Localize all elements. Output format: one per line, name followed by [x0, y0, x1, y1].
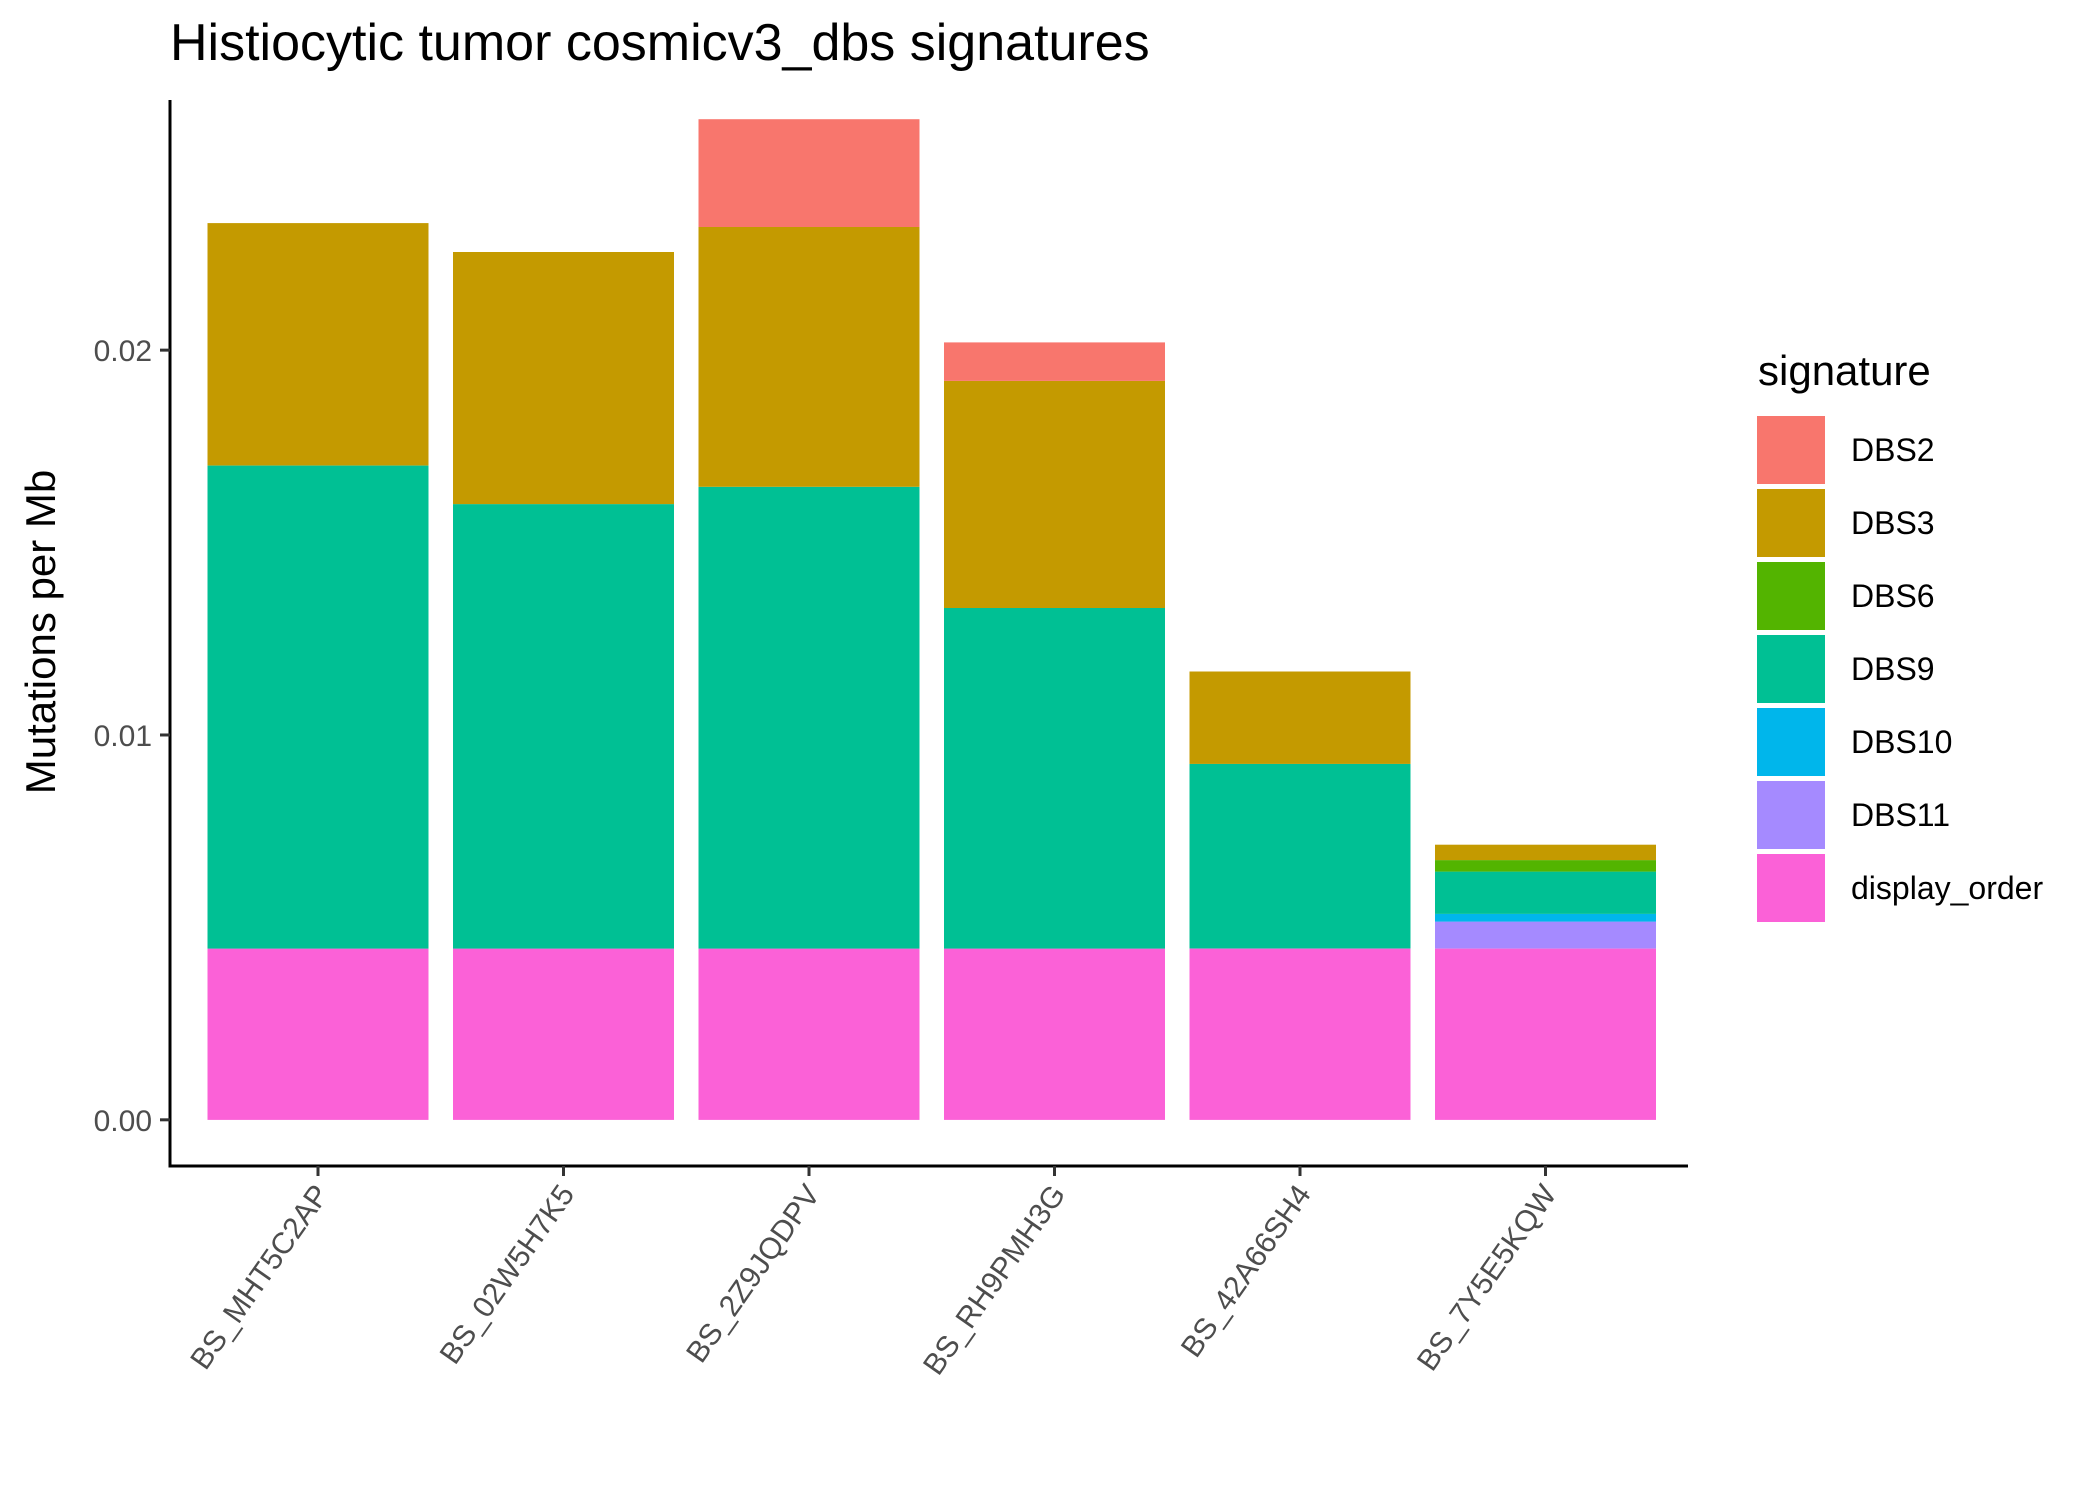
bar-segment-dbs10 [1435, 913, 1656, 922]
bar-stack-bs_42a66sh4 [1189, 671, 1411, 1120]
legend-label: display_order [1851, 870, 2043, 906]
bar-segment-display-order [1189, 948, 1411, 1120]
bar-segment-dbs9 [207, 465, 429, 949]
bar-segment-dbs3 [1435, 844, 1656, 861]
legend-title: signature [1758, 347, 1931, 394]
bar-segment-dbs3 [698, 227, 920, 487]
bar-segment-dbs9 [698, 486, 920, 949]
x-tick-label: BS_42A66SH4 [1175, 1179, 1318, 1363]
bar-segment-dbs3 [207, 223, 429, 466]
bar-segment-dbs3 [944, 380, 1165, 608]
y-ticks: 0.00 0.01 0.02 [94, 335, 170, 1138]
bar-segment-dbs9 [944, 608, 1165, 949]
bar-segment-dbs9 [453, 504, 674, 949]
legend-label: DBS11 [1851, 797, 1950, 833]
x-tick-label: BS_MHT5C2AP [184, 1179, 335, 1375]
bar-segment-display-order [1435, 948, 1656, 1120]
bar-segment-display-order [207, 948, 429, 1120]
legend: signature DBS2 DBS3 DBS6 DBS9 DBS10 DBS11 disp… [1757, 347, 2043, 922]
legend-item-dbs2: DBS2 [1757, 416, 1935, 484]
axes-layer [168, 100, 1688, 1168]
y-axis-title: Mutations per Mb [17, 470, 64, 794]
legend-swatch [1757, 416, 1825, 484]
chart-title: Histiocytic tumor cosmicv3_dbs signature… [170, 14, 1150, 72]
bar-segment-dbs2 [944, 342, 1165, 381]
y-tick-label: 0.01 [94, 720, 152, 753]
legend-item-dbs9: DBS9 [1757, 635, 1935, 703]
legend-item-display-order: display_order [1757, 854, 2043, 922]
bar-stack-bs_mht5c2ap [207, 223, 429, 1120]
x-tick-label: BS_2Z9JQDPV [680, 1179, 827, 1369]
bar-segment-dbs9 [1189, 763, 1411, 949]
legend-item-dbs11: DBS11 [1757, 781, 1950, 849]
bar-stack-bs_2z9jqdpv [698, 119, 920, 1120]
legend-swatch [1757, 854, 1825, 922]
legend-item-dbs3: DBS3 [1757, 489, 1935, 557]
legend-label: DBS2 [1851, 432, 1935, 468]
bar-stack-bs_7y5e5kqw [1435, 844, 1656, 1120]
bar-segment-dbs6 [1435, 860, 1656, 872]
legend-swatch [1757, 489, 1825, 557]
legend-label: DBS3 [1851, 505, 1935, 541]
x-tick-label: BS_02W5H7K5 [434, 1179, 582, 1370]
legend-label: DBS10 [1851, 724, 1952, 760]
bar-stack-bs_02w5h7k5 [453, 252, 674, 1120]
legend-swatch [1757, 781, 1825, 849]
bar-segment-display-order [944, 948, 1165, 1120]
bar-segment-display-order [453, 948, 674, 1120]
x-tick-label: BS_7Y5E5KQW [1411, 1179, 1564, 1377]
bar-segment-dbs3 [1189, 671, 1411, 764]
x-tick-label: BS_RH9PMH3G [917, 1179, 1072, 1381]
y-tick-label: 0.00 [94, 1105, 152, 1138]
bar-segment-display-order [698, 948, 920, 1120]
y-tick-label: 0.02 [94, 335, 152, 368]
bars-layer [207, 119, 1656, 1120]
legend-item-dbs10: DBS10 [1757, 708, 1952, 776]
legend-swatch [1757, 562, 1825, 630]
bar-segment-dbs9 [1435, 871, 1656, 914]
legend-item-dbs6: DBS6 [1757, 562, 1935, 630]
bar-segment-dbs2 [698, 119, 920, 227]
legend-swatch [1757, 708, 1825, 776]
legend-label: DBS9 [1851, 651, 1935, 687]
bar-segment-dbs11 [1435, 921, 1656, 949]
bar-segment-dbs3 [453, 252, 674, 505]
legend-swatch [1757, 635, 1825, 703]
legend-label: DBS6 [1851, 578, 1935, 614]
bar-stack-bs_rh9pmh3g [944, 342, 1165, 1120]
x-ticks: BS_MHT5C2AP BS_02W5H7K5 BS_2Z9JQDPV BS_RH9P… [184, 1166, 1564, 1381]
